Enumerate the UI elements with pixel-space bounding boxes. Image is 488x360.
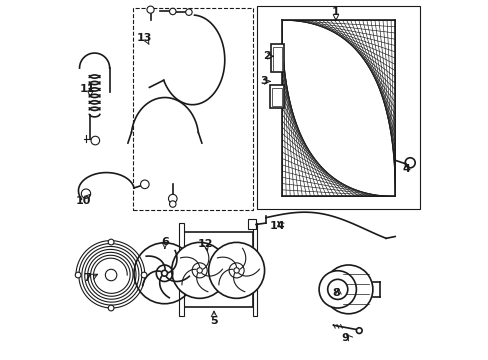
Text: 13: 13 bbox=[136, 33, 151, 43]
Circle shape bbox=[319, 271, 356, 308]
Text: 8: 8 bbox=[331, 288, 339, 298]
Circle shape bbox=[185, 9, 192, 15]
Bar bbox=[247, 220, 255, 229]
Bar bbox=[257, 6, 419, 209]
Circle shape bbox=[233, 268, 239, 273]
Bar bbox=[272, 47, 282, 71]
Circle shape bbox=[327, 279, 347, 300]
Circle shape bbox=[75, 272, 81, 278]
Text: 1: 1 bbox=[331, 7, 339, 17]
Circle shape bbox=[324, 265, 372, 314]
Circle shape bbox=[140, 180, 149, 189]
Circle shape bbox=[171, 242, 227, 298]
Text: 6: 6 bbox=[161, 237, 168, 247]
Circle shape bbox=[168, 194, 177, 203]
Bar bbox=[270, 44, 284, 72]
Circle shape bbox=[81, 189, 90, 198]
Bar bbox=[133, 8, 253, 211]
Circle shape bbox=[169, 201, 176, 207]
Circle shape bbox=[108, 239, 114, 245]
Text: 14: 14 bbox=[269, 221, 285, 231]
Circle shape bbox=[141, 272, 147, 278]
Circle shape bbox=[356, 328, 362, 333]
Circle shape bbox=[405, 158, 414, 168]
Text: 2: 2 bbox=[263, 51, 270, 61]
Circle shape bbox=[108, 305, 114, 311]
Circle shape bbox=[169, 8, 176, 15]
Circle shape bbox=[147, 6, 154, 13]
Text: 7: 7 bbox=[83, 273, 91, 283]
Bar bbox=[179, 223, 183, 316]
Circle shape bbox=[105, 269, 117, 281]
Bar bbox=[272, 88, 281, 107]
Circle shape bbox=[208, 242, 264, 298]
Text: 4: 4 bbox=[402, 164, 410, 174]
Text: 3: 3 bbox=[260, 76, 267, 86]
Circle shape bbox=[91, 136, 100, 145]
Text: 10: 10 bbox=[76, 196, 91, 206]
Text: 11: 11 bbox=[80, 84, 95, 94]
Text: 5: 5 bbox=[210, 316, 217, 325]
Bar bbox=[183, 232, 252, 307]
Bar bbox=[270, 85, 284, 108]
Bar bbox=[282, 21, 394, 196]
Text: 9: 9 bbox=[341, 333, 349, 343]
Circle shape bbox=[161, 270, 167, 276]
Circle shape bbox=[197, 268, 202, 273]
Bar bbox=[252, 223, 257, 316]
Text: 12: 12 bbox=[197, 239, 212, 249]
